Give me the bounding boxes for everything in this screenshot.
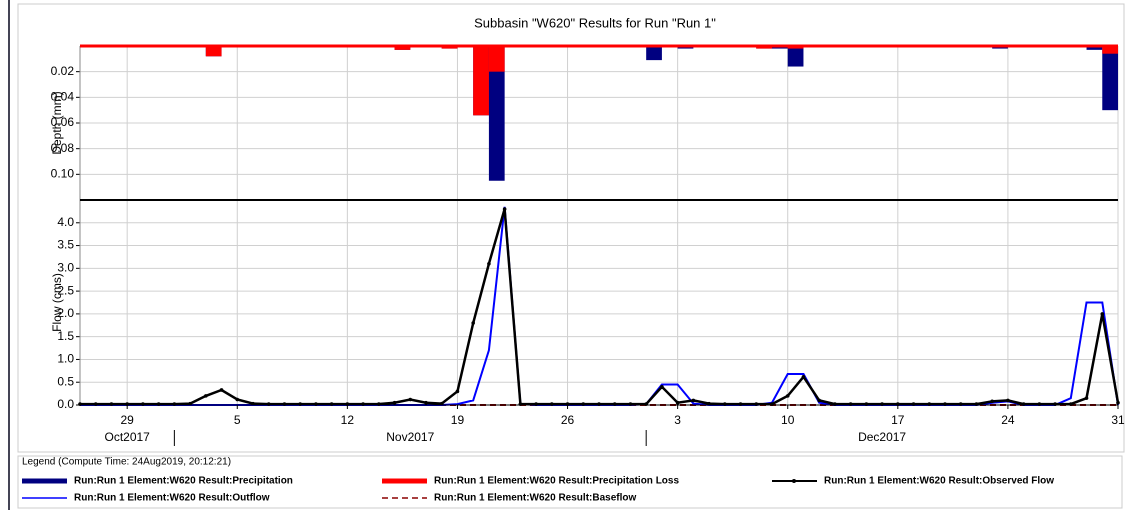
precip-bar <box>394 46 411 50</box>
plot-frame <box>17 3 1125 453</box>
x-tick-label: 29 <box>121 413 135 427</box>
flow-marker <box>1100 312 1105 316</box>
y-axis-label: Depth (mm) <box>50 91 64 154</box>
precip-bar <box>488 46 505 181</box>
y-tick-label: 0.10 <box>51 167 75 181</box>
flow-marker <box>817 398 821 403</box>
x-tick-label: 17 <box>891 413 905 427</box>
legend-title: Legend (Compute Time: 24Aug2019, 20:12:2… <box>22 457 231 468</box>
flow-marker <box>455 389 460 394</box>
y-tick-label: 0.06 <box>51 115 75 129</box>
flow-marker <box>691 398 696 403</box>
flow-marker <box>204 394 208 398</box>
x-tick-label: 12 <box>341 413 355 427</box>
month-label: Oct2017 <box>104 430 150 444</box>
y-tick-label: 1.5 <box>57 329 74 343</box>
flow-marker <box>502 207 507 211</box>
flow-marker <box>990 399 994 404</box>
precip-bar <box>488 46 505 72</box>
flow-marker <box>487 261 491 266</box>
x-tick-label: 19 <box>451 413 465 427</box>
flow-marker <box>1116 400 1120 405</box>
precip-bar <box>1086 46 1103 50</box>
precip-bar <box>646 46 662 61</box>
legend-label: Run:Run 1 Element:W620 Result:Outflow <box>74 493 270 504</box>
precip-bar <box>1102 46 1118 111</box>
flow-marker <box>785 394 790 398</box>
x-tick-label: 5 <box>234 413 241 427</box>
y-tick-label: 3.0 <box>57 261 74 275</box>
precip-bar <box>205 46 222 57</box>
legend-label: Run:Run 1 Element:W620 Result:Precipitat… <box>74 476 293 487</box>
x-tick-label: 24 <box>1001 413 1015 427</box>
flow-marker <box>408 397 413 402</box>
flow-marker <box>660 384 664 389</box>
y-tick-label: 0.5 <box>57 374 74 388</box>
y-tick-label: 1.0 <box>57 352 74 366</box>
x-tick-label: 26 <box>561 413 575 427</box>
precip-bar <box>787 46 804 67</box>
legend-label: Run:Run 1 Element:W620 Result:Precipitat… <box>434 476 679 487</box>
legend-label: Run:Run 1 Element:W620 Result:Observed F… <box>824 476 1054 487</box>
chart-title: Subbasin "W620" Results for Run "Run 1" <box>474 15 716 30</box>
month-label: Dec2017 <box>858 430 906 444</box>
flow-marker <box>392 400 397 405</box>
x-tick-label: 3 <box>674 413 681 427</box>
flow-marker <box>801 374 806 379</box>
legend-marker <box>792 479 796 483</box>
y-tick-label: 0.08 <box>51 141 75 155</box>
x-tick-label: 31 <box>1111 413 1125 427</box>
legend-label: Run:Run 1 Element:W620 Result:Baseflow <box>434 493 636 504</box>
legend-frame <box>17 455 1123 509</box>
y-tick-label: 4.0 <box>57 215 74 229</box>
y-tick-label: 2.0 <box>57 306 74 320</box>
flow-marker <box>471 321 475 325</box>
y-tick-label: 0.0 <box>57 397 74 411</box>
flow-marker <box>1006 398 1010 403</box>
y-axis-label: Flow (cms) <box>50 273 64 332</box>
flow-marker <box>424 400 428 405</box>
flow-marker <box>675 400 680 405</box>
y-tick-label: 0.02 <box>51 64 75 78</box>
y-tick-label: 0.04 <box>51 90 75 104</box>
y-tick-label: 2.5 <box>57 283 74 297</box>
month-label: Nov2017 <box>386 430 434 444</box>
flow-marker <box>235 397 240 402</box>
flow-marker <box>1084 396 1089 400</box>
precip-bar <box>473 46 489 116</box>
y-tick-label: 3.5 <box>57 238 74 252</box>
flow-marker <box>219 388 224 392</box>
precip-bar <box>1102 46 1118 54</box>
x-tick-label: 10 <box>781 413 795 427</box>
